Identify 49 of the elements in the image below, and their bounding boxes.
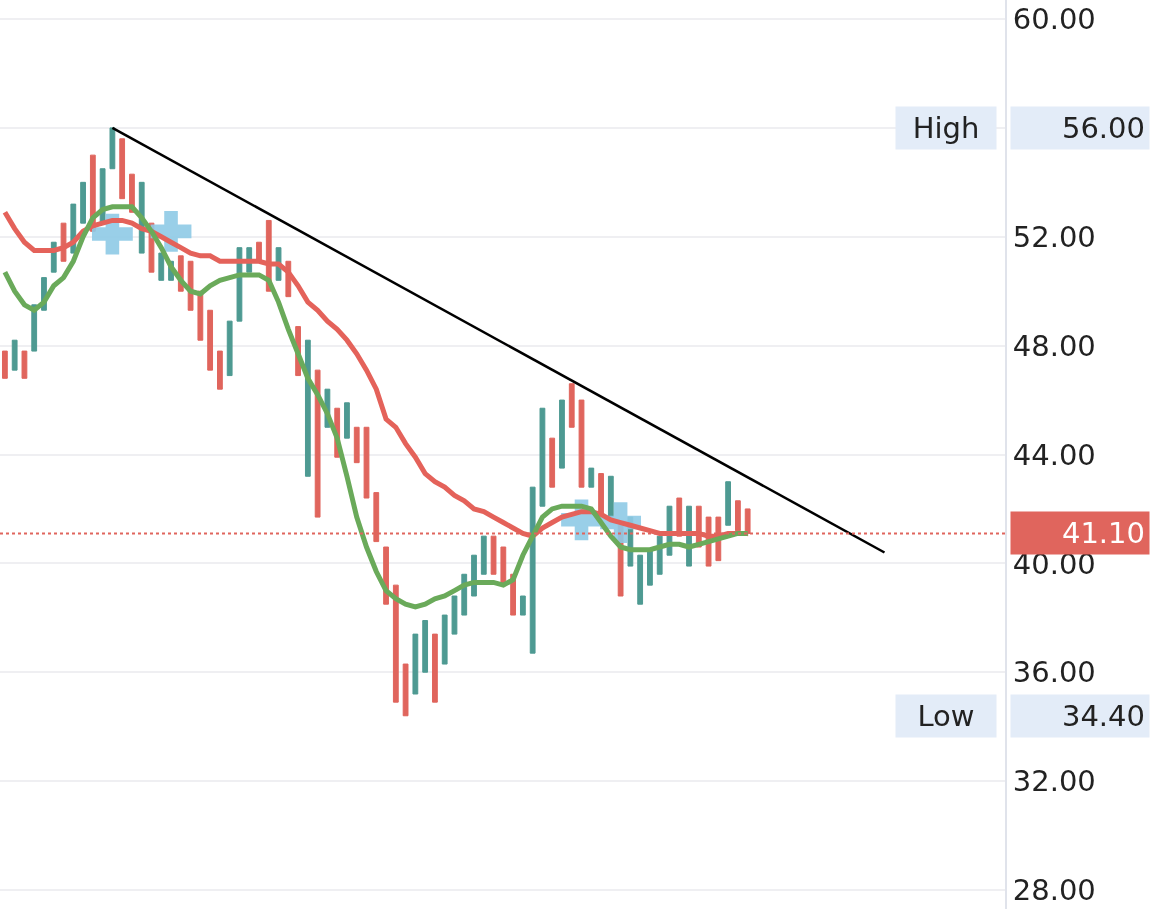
- candlestick: [402, 663, 409, 717]
- candlestick: [119, 138, 126, 200]
- candlestick: [207, 309, 214, 371]
- candlestick: [490, 535, 497, 575]
- candlestick: [451, 595, 458, 635]
- candlestick: [432, 633, 438, 703]
- y-tick-label: 52.00: [1012, 219, 1096, 254]
- candlestick: [519, 595, 526, 616]
- candlestick: [549, 437, 556, 488]
- candlestick: [314, 369, 321, 518]
- candlestick: [109, 127, 116, 170]
- candlestick: [217, 350, 223, 390]
- candlestick: [480, 535, 487, 575]
- candlestick: [539, 407, 546, 507]
- candlestick: [344, 402, 350, 439]
- candlestick: [363, 426, 370, 499]
- candlestick: [422, 620, 429, 673]
- candlestick: [80, 181, 86, 224]
- candlestick: [529, 486, 536, 654]
- candlestick: [637, 554, 644, 605]
- candlestick: [392, 584, 399, 703]
- candlestick: [725, 481, 732, 526]
- candlestick: [1, 350, 8, 379]
- candlestick: [21, 350, 28, 379]
- candlestick: [353, 426, 360, 464]
- y-tick-label: 32.00: [1012, 764, 1096, 799]
- candlestick: [11, 339, 18, 371]
- text: 56.00: [1061, 111, 1145, 145]
- y-tick-label: 48.00: [1012, 328, 1096, 363]
- y-tick-label: 60.00: [1012, 2, 1096, 37]
- point: [91, 213, 133, 255]
- text: Low: [917, 699, 975, 733]
- candlestick: [226, 320, 233, 377]
- candlestick: [441, 614, 448, 665]
- candlestick: [60, 222, 67, 262]
- y-tick-label: 36.00: [1012, 655, 1096, 690]
- candlestick: [578, 399, 585, 488]
- candlestick: [588, 467, 595, 488]
- candlestick: [568, 383, 575, 428]
- candlestick: [559, 399, 565, 469]
- candlestick: [607, 475, 614, 518]
- text: 34.40: [1061, 699, 1145, 733]
- candlestick: [158, 252, 165, 281]
- candlestick: [304, 339, 311, 477]
- candlestick: [412, 633, 419, 695]
- text: High: [912, 111, 980, 145]
- y-tick-label: 28.00: [1012, 873, 1096, 908]
- candlestick: [647, 549, 653, 586]
- y-tick-label: 44.00: [1012, 437, 1096, 472]
